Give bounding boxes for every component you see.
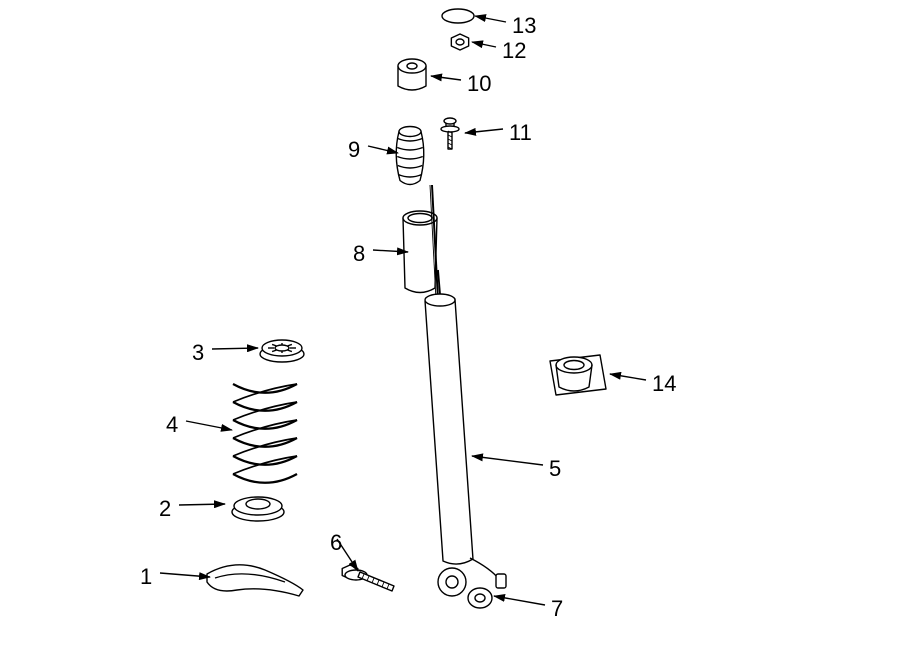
leader-line-5 <box>472 456 543 465</box>
callout-label-6: 6 <box>330 530 342 556</box>
part-10-mount <box>398 59 426 90</box>
callout-label-1: 1 <box>140 564 152 590</box>
leader-line-10 <box>431 76 461 80</box>
callout-label-3: 3 <box>192 340 204 366</box>
part-3-cap <box>260 340 304 362</box>
part-5-shock <box>425 270 506 596</box>
part-4-spring <box>233 384 297 483</box>
part-11-bolt <box>441 118 459 149</box>
leader-line-9 <box>368 146 398 153</box>
part-2-seat <box>232 497 284 521</box>
callout-label-11: 11 <box>509 120 532 146</box>
callout-label-7: 7 <box>551 596 563 622</box>
diagram-stage: 1234567891011121314 <box>0 0 900 661</box>
callout-label-10: 10 <box>467 71 491 97</box>
leader-line-4 <box>186 421 232 430</box>
part-1-bracket <box>207 565 303 596</box>
part-9-bump-stop <box>396 127 424 185</box>
callout-label-13: 13 <box>512 13 536 39</box>
leader-line-14 <box>610 374 646 380</box>
leader-line-3 <box>212 348 258 349</box>
parts-layer <box>207 9 606 608</box>
leader-line-13 <box>475 16 506 22</box>
callout-label-8: 8 <box>353 241 365 267</box>
leader-line-1 <box>160 573 210 577</box>
leader-lines-layer <box>160 16 646 605</box>
leader-line-8 <box>373 250 408 252</box>
part-13-cap <box>442 9 474 23</box>
leader-line-12 <box>472 42 496 47</box>
callout-label-5: 5 <box>549 456 561 482</box>
exploded-diagram-svg <box>0 0 900 661</box>
callout-label-4: 4 <box>166 412 178 438</box>
callout-label-14: 14 <box>652 371 676 397</box>
callout-label-2: 2 <box>159 496 171 522</box>
leader-line-2 <box>179 504 225 505</box>
part-14-sensor <box>550 355 606 395</box>
leader-line-7 <box>494 596 545 605</box>
part-12-nut <box>451 34 468 50</box>
part-6-bolt <box>342 565 394 591</box>
callout-label-9: 9 <box>348 137 360 163</box>
part-7-washer <box>468 588 492 608</box>
callout-label-12: 12 <box>502 38 526 64</box>
leader-line-11 <box>465 129 503 133</box>
